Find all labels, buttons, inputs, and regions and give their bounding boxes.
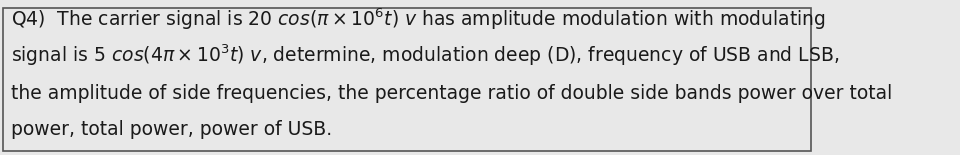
Text: signal is 5 $cos(4\pi \times 10^3t)$ $v$, determine, modulation deep (D), freque: signal is 5 $cos(4\pi \times 10^3t)$ $v$… bbox=[12, 42, 839, 68]
Text: power, total power, power of USB.: power, total power, power of USB. bbox=[12, 120, 332, 139]
Text: the amplitude of side frequencies, the percentage ratio of double side bands pow: the amplitude of side frequencies, the p… bbox=[12, 84, 893, 103]
Text: Q4)  The carrier signal is 20 $cos(\pi \times 10^6t)$ $v$ has amplitude modulati: Q4) The carrier signal is 20 $cos(\pi \t… bbox=[12, 7, 826, 32]
